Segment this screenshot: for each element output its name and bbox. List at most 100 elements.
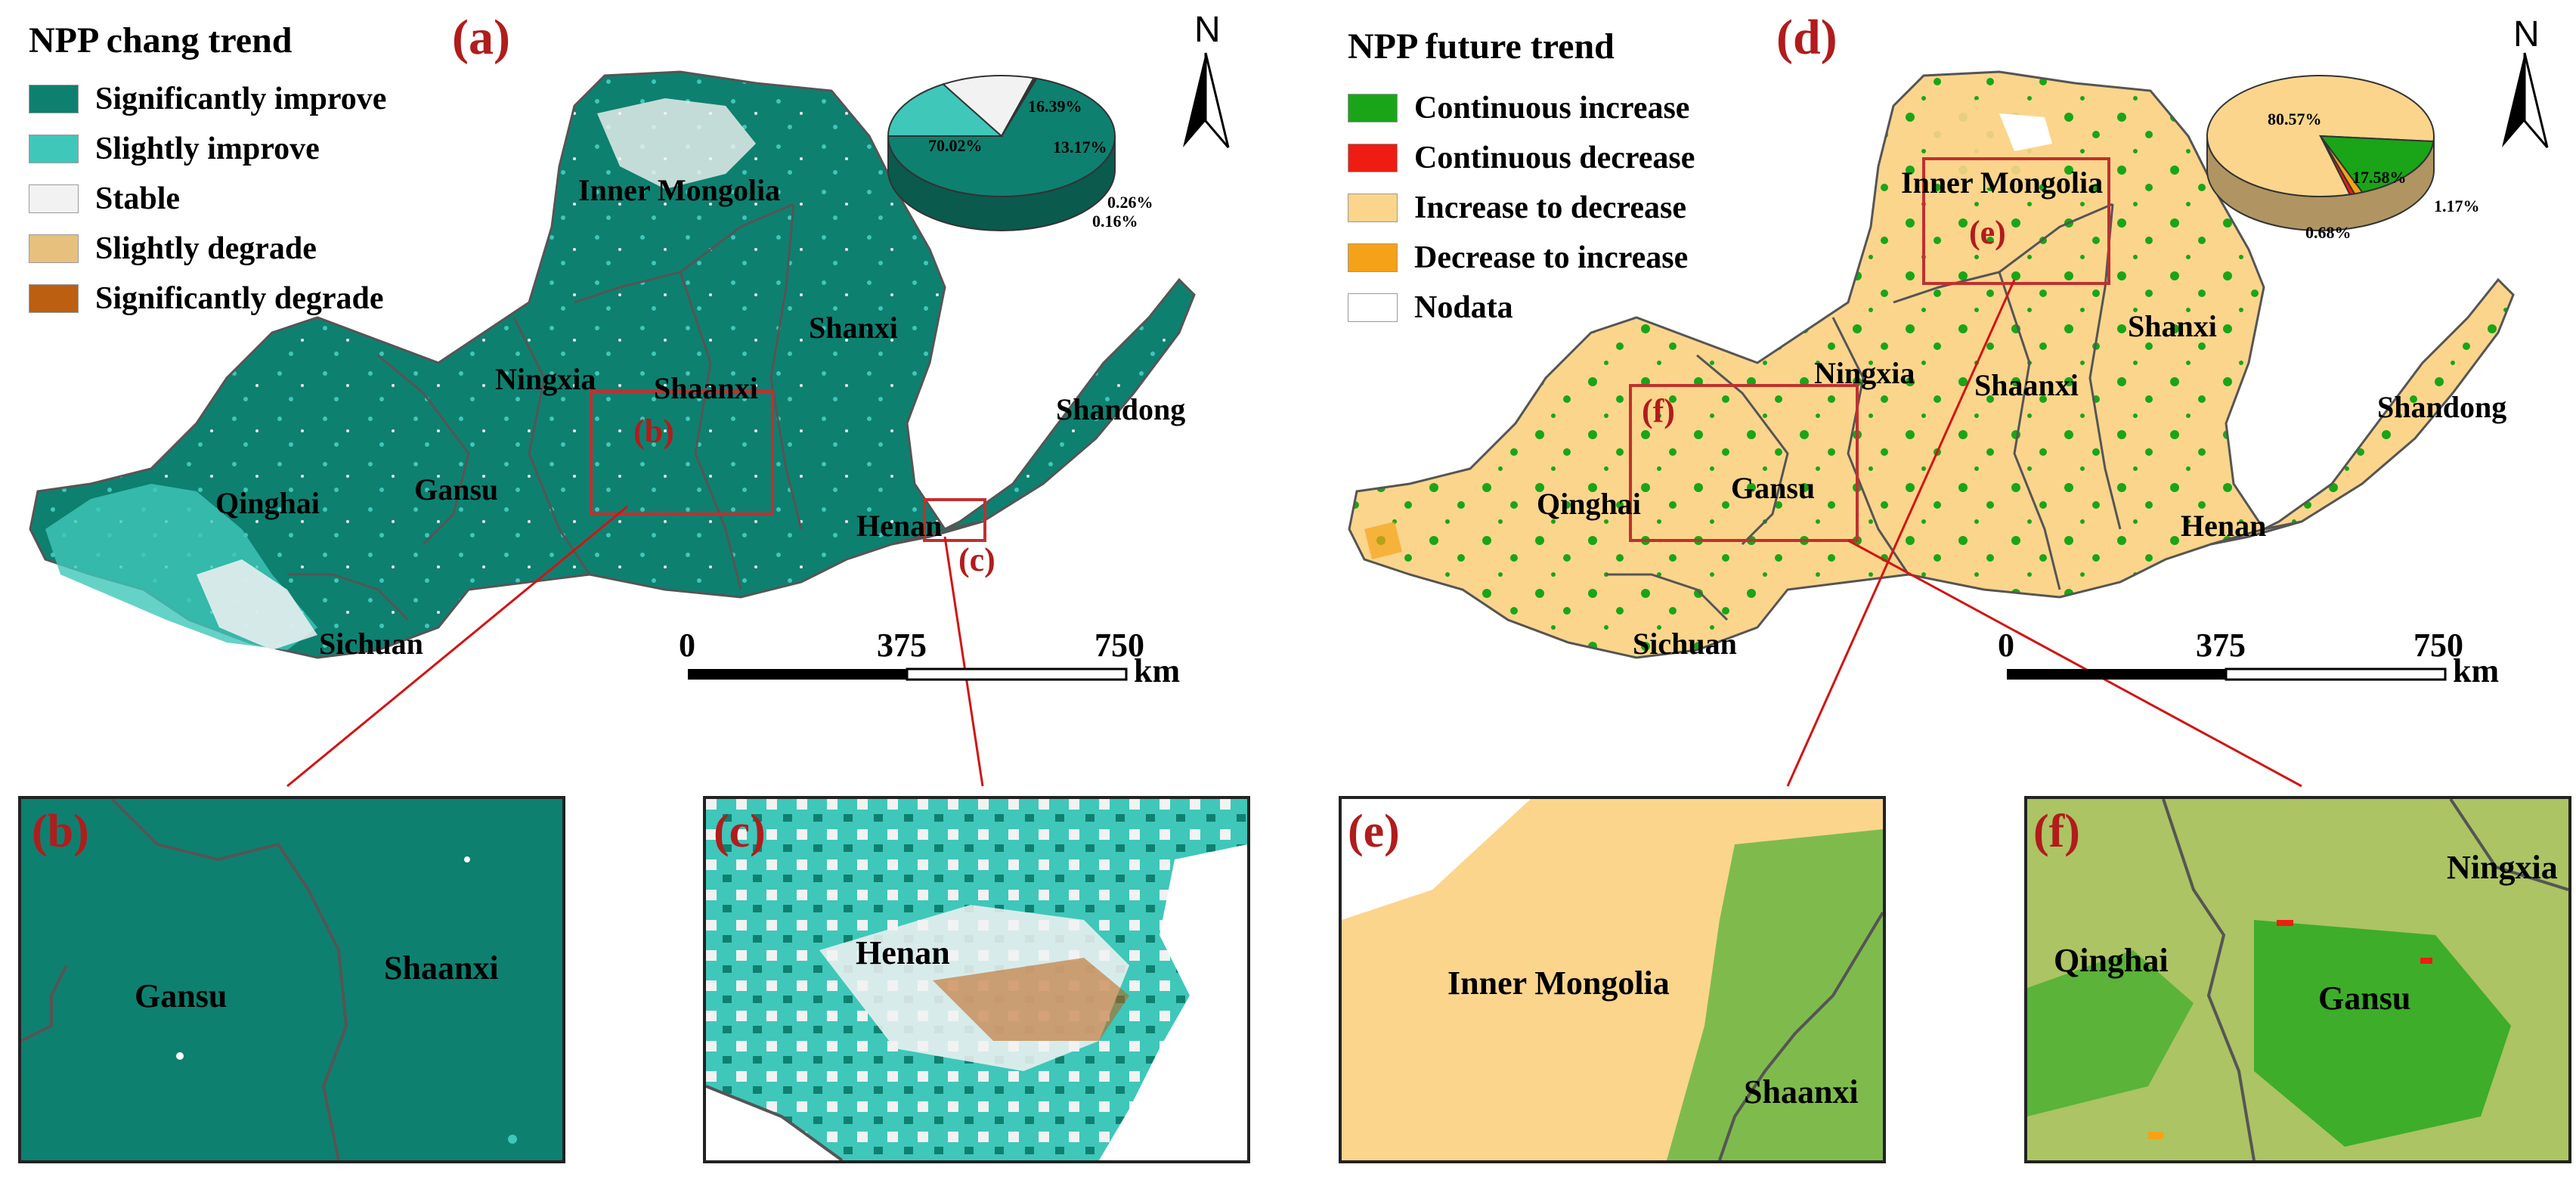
scale-unit-a: km [1134, 652, 1181, 689]
legend-item: Nodata [1348, 283, 1695, 333]
inset-label-f: (f) [2033, 806, 2080, 857]
region-label: Inner Mongolia [578, 173, 781, 207]
scale-tick-0-d: 0 [1998, 627, 2014, 664]
scale-tick-750-a: 750 [1094, 627, 1144, 664]
zoom-box-f [1629, 384, 1859, 542]
legend-title-d: NPP future trend [1348, 26, 1615, 67]
region-label: Shanxi [2128, 309, 2217, 343]
basin-map-d [1348, 52, 2549, 788]
legend-item: Significantly improve [29, 74, 386, 124]
legend-label: Stable [95, 181, 181, 216]
north-arrow-icon-d [2502, 52, 2549, 148]
scale-tick-375-d: 375 [2196, 627, 2246, 664]
inset-place: Shaanxi [384, 949, 499, 986]
inset-e: (e) Inner Mongolia Shaanxi [1339, 796, 1886, 1163]
legend-item: Continuous increase [1348, 83, 1695, 133]
pie-label-a: 13.17% [1053, 138, 1107, 156]
inset-place: Ningxia [2447, 849, 2558, 886]
zoom-box-e [1922, 157, 2110, 285]
inset-f: (f) Qinghai Gansu Ningxia [2024, 796, 2571, 1163]
legend-swatch [29, 234, 79, 263]
pie-chart-d [2206, 75, 2435, 231]
legend-item: Increase to decrease [1348, 183, 1695, 233]
legend-swatch [29, 284, 79, 313]
legend-swatch [1348, 94, 1398, 122]
panel-label-d: (d) [1776, 10, 1838, 65]
scale-bar-d [2007, 667, 2447, 681]
legend-swatch [1348, 243, 1398, 272]
pie-chart-a [887, 75, 1116, 231]
zoom-box-c [923, 498, 986, 542]
zoom-label-f: (f) [1642, 392, 1675, 429]
inset-place: Shaanxi [1744, 1073, 1859, 1110]
legend-item: Decrease to increase [1348, 233, 1695, 283]
legend-d: Continuous increase Continuous decrease In… [1348, 83, 1695, 333]
pie-label-d: 17.58% [2352, 168, 2407, 187]
pie-label-a: 70.02% [928, 136, 983, 155]
region-label: Shaanxi [654, 371, 758, 405]
inset-place: Gansu [2318, 980, 2411, 1017]
scale-tick-750-d: 750 [2413, 627, 2463, 664]
legend-swatch [29, 184, 79, 213]
pie-label-d: 0.68% [2305, 223, 2352, 242]
inset-b: (b) Gansu Shaanxi [18, 796, 565, 1163]
legend-item: Slightly degrade [29, 224, 386, 274]
legend-label: Decrease to increase [1414, 240, 1689, 275]
region-label: Sichuan [319, 627, 423, 661]
north-label-d: N [2513, 14, 2540, 54]
legend-item: Significantly degrade [29, 274, 386, 324]
pie-slice [887, 83, 1004, 138]
north-label-a: N [1194, 10, 1221, 50]
stable-area-a [197, 559, 317, 650]
pie-label-d: 1.17% [2434, 197, 2480, 215]
inset-label-c: (c) [714, 806, 766, 857]
zoom-label-b: (b) [633, 413, 674, 450]
scale-tick-375-a: 375 [877, 627, 927, 664]
inset-label-e: (e) [1348, 806, 1400, 857]
legend-label: Slightly improve [95, 132, 320, 166]
inset-c: (c) Henan [703, 796, 1250, 1163]
legend-title-a: NPP chang trend [29, 20, 293, 60]
region-label: Gansu [1731, 471, 1816, 505]
region-label: Ningxia [495, 362, 596, 396]
inset-place: Qinghai [2054, 942, 2169, 979]
pie-label-a: 16.39% [1028, 97, 1082, 116]
basin-map-a [29, 52, 1230, 788]
region-label: Qinghai [215, 486, 320, 520]
pie-label-d: 80.57% [2268, 110, 2322, 129]
basin-outline-d [1348, 70, 2515, 659]
pie-slice [1001, 77, 1038, 137]
legend-item: Stable [29, 174, 386, 224]
region-label: Inner Mongolia [1901, 166, 2104, 200]
region-label: Shandong [1056, 392, 1186, 426]
legend-label: Continuous increase [1414, 91, 1690, 125]
pie-slice [887, 77, 1116, 197]
region-label: Qinghai [1537, 487, 1641, 521]
region-label: Gansu [414, 472, 499, 506]
basin-outline-a [29, 70, 1196, 659]
stable-area-north-a [597, 98, 756, 189]
pie-label-a: 0.16% [1092, 212, 1138, 231]
region-label: Shanxi [809, 311, 898, 345]
legend-item: Slightly improve [29, 124, 386, 174]
scale-unit-d: km [2453, 652, 2500, 689]
legend-label: Significantly improve [95, 82, 387, 116]
region-label: Shandong [2377, 390, 2507, 424]
north-arrow-icon-a [1183, 52, 1230, 148]
legend-label: Continuous decrease [1414, 141, 1695, 175]
zoom-box-b [590, 390, 774, 516]
legend-label: Significantly degrade [95, 281, 384, 316]
legend-swatch [29, 85, 79, 113]
inset-place: Henan [856, 934, 950, 971]
region-label: Sichuan [1633, 627, 1737, 661]
scale-bar-a [688, 667, 1128, 681]
legend-label: Slightly degrade [95, 231, 317, 266]
inset-label-b: (b) [32, 806, 89, 857]
pie-slice [2320, 135, 2356, 196]
pie-slice [941, 75, 1036, 138]
legend-label: Nodata [1414, 290, 1513, 325]
region-label: Ningxia [1814, 356, 1915, 390]
region-label: Henan [2181, 509, 2267, 543]
zoom-label-e: (e) [1969, 214, 2006, 251]
pie-slice [2318, 135, 2435, 194]
